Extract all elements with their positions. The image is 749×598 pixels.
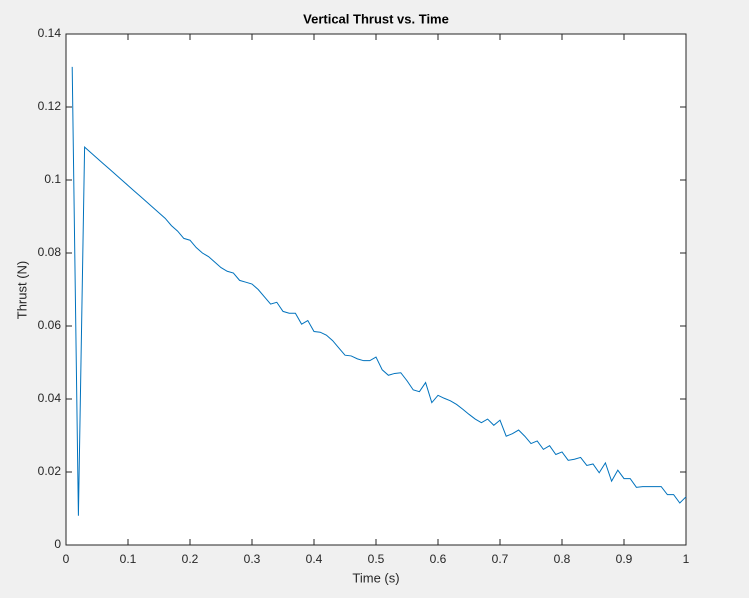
- x-tick-label: 0.2: [182, 552, 199, 566]
- x-tick-label: 0.3: [244, 552, 261, 566]
- x-tick-label: 0.6: [430, 552, 447, 566]
- x-axis-label: Time (s): [352, 570, 399, 585]
- y-tick-label: 0: [54, 537, 61, 551]
- y-axis-label: Thrust (N): [14, 261, 29, 320]
- x-tick-label: 0: [63, 552, 70, 566]
- y-tick-label: 0.06: [38, 318, 62, 332]
- chart-title: Vertical Thrust vs. Time: [303, 11, 449, 26]
- x-tick-label: 0.8: [554, 552, 571, 566]
- y-tick-label: 0.08: [38, 245, 62, 259]
- x-tick-label: 0.5: [368, 552, 385, 566]
- x-tick-label: 0.4: [306, 552, 323, 566]
- y-tick-label: 0.14: [38, 26, 62, 40]
- y-tick-label: 0.12: [38, 99, 62, 113]
- x-tick-label: 0.9: [616, 552, 633, 566]
- data-line: [71, 66, 687, 516]
- x-tick-label: 1: [683, 552, 690, 566]
- x-tick-label: 0.1: [120, 552, 137, 566]
- axes-box: [65, 33, 687, 546]
- y-tick-label: 0.1: [44, 172, 61, 186]
- x-tick-label: 0.7: [492, 552, 509, 566]
- y-tick-label: 0.04: [38, 391, 62, 405]
- y-tick-label: 0.02: [38, 464, 62, 478]
